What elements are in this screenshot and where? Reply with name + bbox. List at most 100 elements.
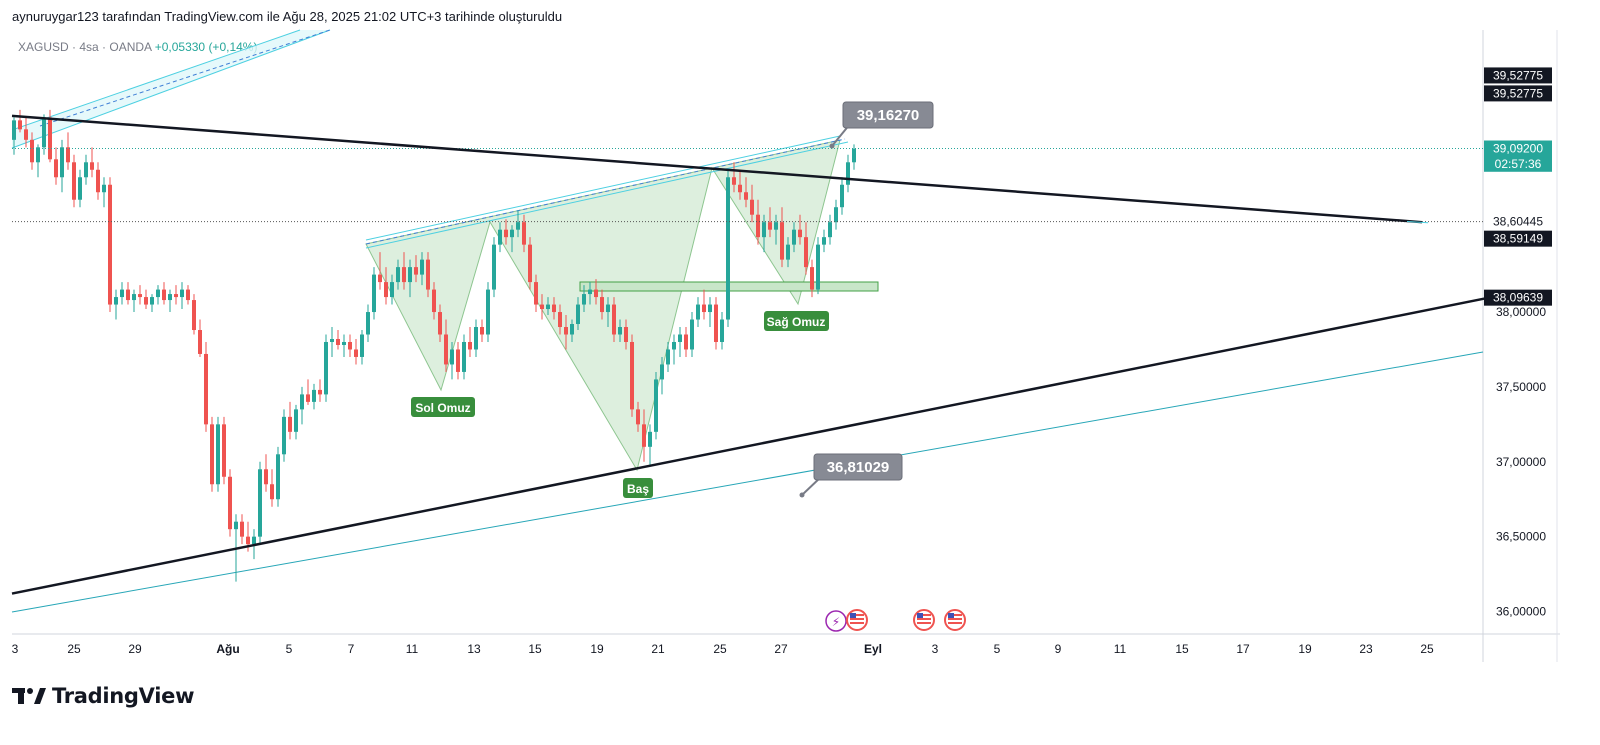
trendline-0[interactable] [11, 114, 1423, 224]
chart-attribution: aynuruygar123 tarafından TradingView.com… [12, 9, 563, 24]
candle [684, 327, 688, 357]
candle [792, 222, 796, 253]
candle [102, 177, 106, 208]
candle [204, 341, 208, 432]
candle [120, 282, 124, 305]
candle [348, 334, 352, 357]
candle [720, 312, 724, 350]
x-tick-label: 23 [1359, 642, 1373, 656]
callout-top[interactable]: 39,16270 [829, 101, 934, 149]
candle [786, 237, 790, 268]
candle [36, 144, 40, 178]
candle [84, 154, 88, 185]
price-axis-label: 39,52775 [1484, 85, 1552, 102]
candle [510, 225, 514, 253]
x-tick-label: 11 [1114, 642, 1127, 656]
candle [750, 184, 754, 223]
candle [780, 207, 784, 268]
trendline-1[interactable] [11, 295, 1493, 595]
candle [852, 144, 856, 170]
candle [276, 446, 280, 507]
us-flag-event-icon[interactable] [846, 609, 868, 631]
callout-bottom[interactable]: 36,81029 [799, 453, 903, 498]
candle [72, 154, 76, 208]
event-icons[interactable]: ⚡ [825, 609, 966, 632]
candle [66, 132, 70, 170]
candle [342, 334, 346, 357]
head-shoulders-pattern[interactable] [365, 135, 849, 472]
label-sag-omuz[interactable]: Sağ Omuz [764, 311, 829, 331]
candle [390, 274, 394, 305]
candle [654, 371, 658, 440]
price-axis[interactable]: 36,00000 36,50000 37,00000 37,50000 38,00000 [1496, 305, 1546, 618]
x-tick-label: 25 [67, 642, 81, 656]
x-tick-label: 3 [12, 642, 19, 656]
candle [360, 330, 364, 365]
label-bas[interactable]: Baş [623, 478, 653, 498]
candle [198, 319, 202, 357]
x-tick-label: 27 [774, 642, 788, 656]
trendlines-layer[interactable] [11, 114, 1493, 595]
candle [318, 379, 322, 402]
candle [330, 327, 334, 357]
candle [774, 214, 778, 245]
svg-text:38,09639: 38,09639 [1493, 291, 1543, 305]
candle [264, 454, 268, 492]
candle [222, 416, 226, 485]
x-tick-label: 9 [1055, 642, 1062, 656]
candle [426, 252, 430, 298]
candle [522, 214, 526, 253]
y-tick-label: 37,00000 [1496, 455, 1546, 469]
candle [516, 210, 520, 238]
candle [564, 315, 568, 350]
candle [594, 279, 598, 305]
candle [690, 312, 694, 357]
candle [570, 319, 574, 342]
candle [612, 297, 616, 342]
candle [834, 199, 838, 230]
label-sol-omuz[interactable]: Sol Omuz [411, 397, 475, 417]
candle [624, 319, 628, 350]
candle [42, 114, 46, 155]
candle [258, 461, 262, 545]
candle [174, 285, 178, 305]
candle [12, 117, 16, 155]
candle [714, 297, 718, 350]
svg-text:39,52775: 39,52775 [1493, 86, 1543, 100]
candle [846, 154, 850, 193]
candle [24, 117, 28, 148]
us-flag-event-icon[interactable] [944, 609, 966, 631]
candle [108, 177, 112, 313]
candle [420, 252, 424, 286]
candle [600, 289, 604, 320]
earnings-event-icon[interactable]: ⚡ [825, 610, 847, 632]
candle [306, 379, 310, 405]
candle [126, 282, 130, 305]
x-tick-label: 5 [286, 642, 293, 656]
candle [528, 237, 532, 290]
candle [228, 469, 232, 537]
candle [702, 289, 706, 320]
candle [552, 297, 556, 320]
upper-channel[interactable] [11, 29, 331, 149]
callout-top-text: 39,16270 [857, 107, 920, 124]
x-tick-label: 15 [528, 642, 542, 656]
x-tick-label: 19 [1298, 642, 1312, 656]
candle [696, 297, 700, 328]
us-flag-event-icon[interactable] [913, 609, 935, 631]
time-axis[interactable]: 3 25 29 Ağu 5 7 11 13 15 19 21 25 27 Eyl 3 5 9 11 15 17 19 23… [12, 642, 1434, 656]
tradingview-logo[interactable]: TradingView [12, 684, 194, 708]
x-tick-label: 21 [651, 642, 665, 656]
candle [96, 162, 100, 200]
lower-channel-line[interactable] [11, 351, 1484, 613]
candle [732, 162, 736, 193]
price-axis-label: 02:57:36 [1484, 155, 1552, 172]
candle [378, 252, 382, 290]
svg-text:38,60445: 38,60445 [1493, 215, 1543, 229]
x-tick-label: Ağu [216, 642, 239, 656]
x-tick-label: 25 [1420, 642, 1434, 656]
candle [372, 267, 376, 320]
tradingview-logo-text: TradingView [52, 684, 195, 708]
y-tick-label: 37,50000 [1496, 380, 1546, 394]
